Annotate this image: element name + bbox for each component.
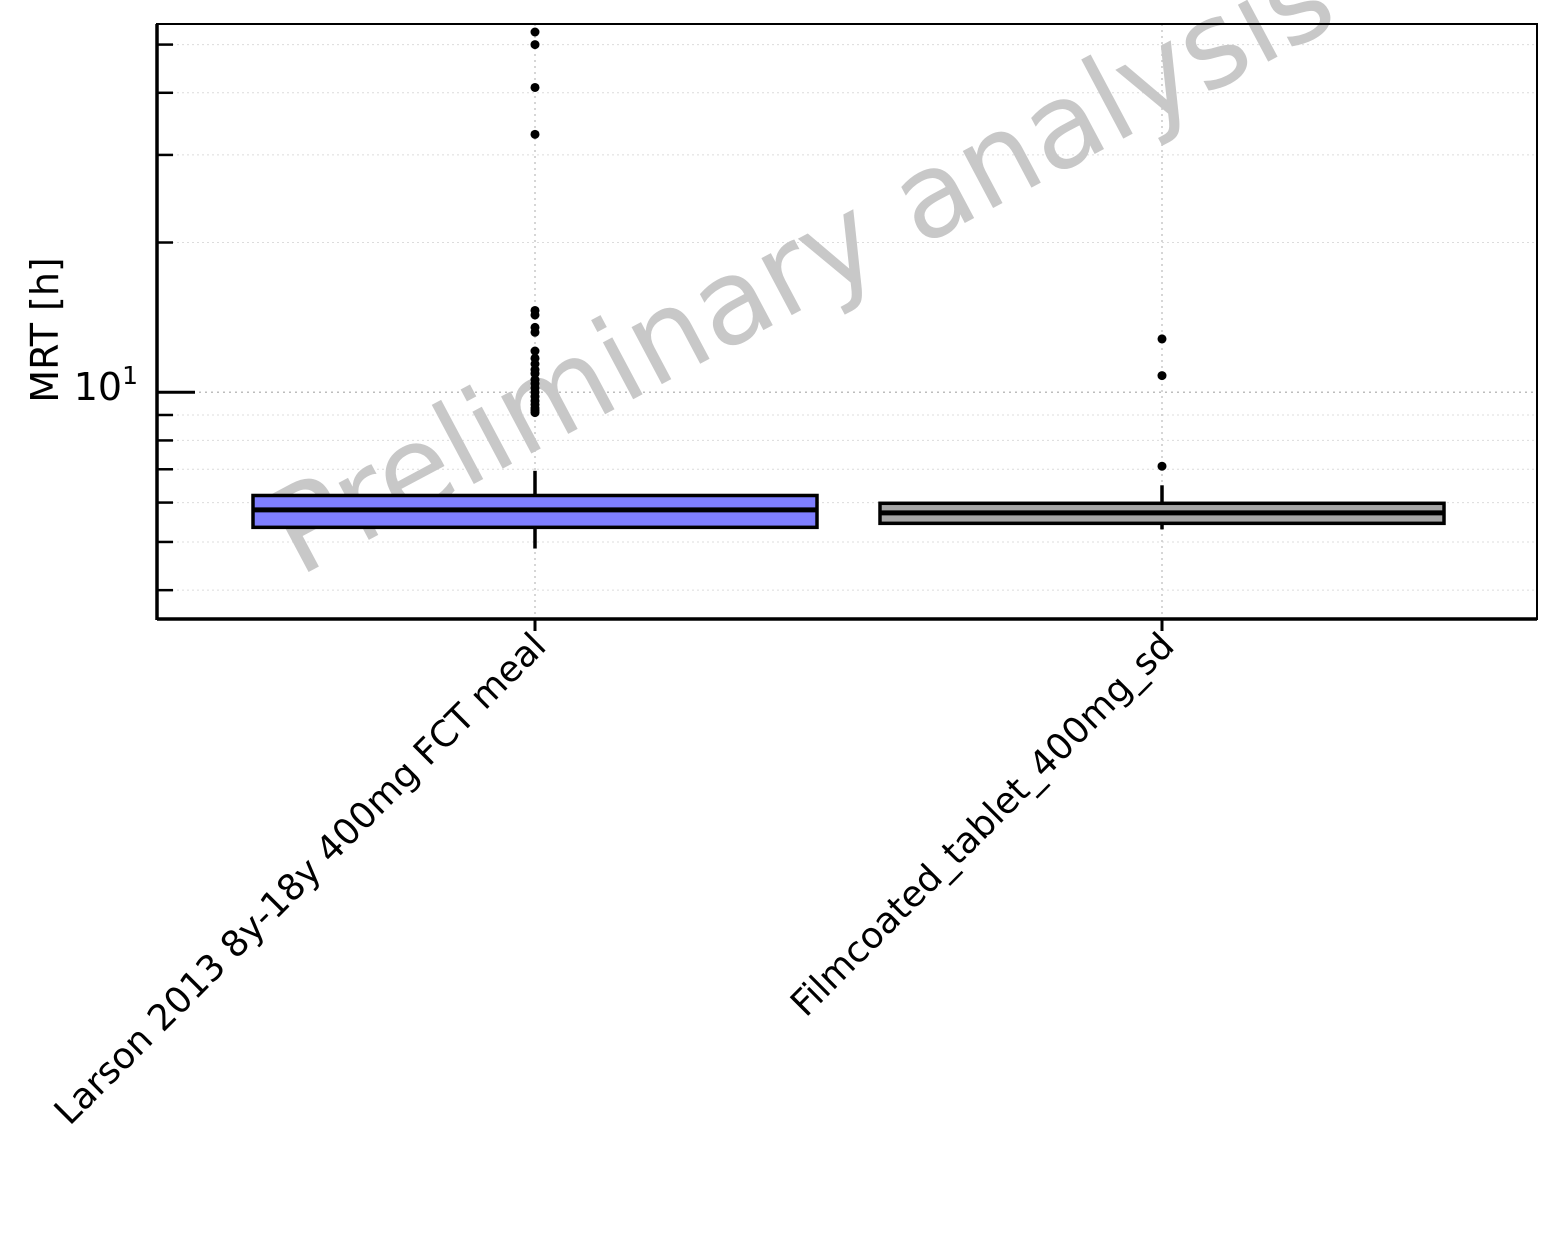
- x-tick-label-filmcoated: Filmcoated_tablet_400mg_sd: [783, 625, 1182, 1024]
- outlier-point: [530, 27, 540, 37]
- outlier-point: [530, 129, 540, 139]
- outlier-point: [530, 322, 540, 332]
- outlier-point: [530, 82, 540, 92]
- y-axis-label: MRT [h]: [23, 257, 67, 402]
- outlier-point: [530, 305, 540, 315]
- outlier-point: [530, 353, 540, 363]
- ticks: [157, 43, 1164, 631]
- box-group-1: [878, 334, 1446, 530]
- box-group-0: [251, 27, 819, 549]
- y-tick-label-10: 101: [74, 361, 138, 409]
- x-tick-label-larson: Larson 2013 8y-18y 400mg FCT meal: [47, 625, 555, 1133]
- outlier-point: [530, 40, 540, 50]
- outlier-point: [1157, 461, 1167, 471]
- boxes: [251, 27, 1446, 549]
- axes: [155, 23, 1538, 621]
- y-tick-label-exponent: 1: [122, 361, 138, 390]
- outlier-point: [1157, 371, 1167, 381]
- outlier-point: [530, 346, 540, 356]
- outlier-point: [1157, 334, 1167, 344]
- y-tick-label-base: 10: [74, 365, 122, 409]
